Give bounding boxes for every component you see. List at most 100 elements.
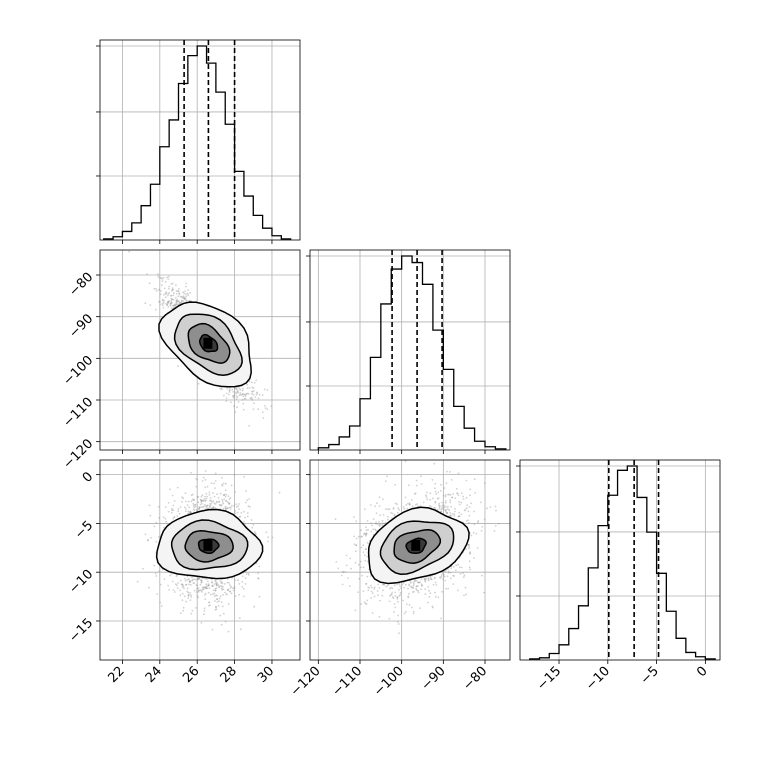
scatter-point bbox=[226, 507, 229, 510]
scatter-point bbox=[203, 594, 206, 596]
scatter-point bbox=[159, 601, 162, 604]
scatter-point bbox=[244, 395, 247, 397]
scatter-point bbox=[175, 303, 178, 305]
scatter-point bbox=[237, 505, 240, 507]
scatter-point bbox=[146, 273, 149, 275]
scatter-point bbox=[176, 587, 179, 589]
scatter-point bbox=[228, 506, 230, 509]
scatter-point bbox=[252, 523, 255, 526]
scatter-point bbox=[175, 303, 178, 306]
scatter-point bbox=[244, 394, 247, 396]
scatter-point bbox=[458, 501, 460, 503]
scatter-point bbox=[261, 394, 264, 396]
scatter-point bbox=[167, 300, 170, 303]
scatter-point bbox=[181, 501, 183, 503]
scatter-point bbox=[236, 389, 239, 392]
scatter-point bbox=[184, 580, 187, 582]
scatter-point bbox=[179, 612, 182, 615]
scatter-point bbox=[203, 613, 205, 616]
scatter-point bbox=[192, 499, 195, 502]
scatter-point bbox=[209, 593, 212, 596]
scatter-point bbox=[184, 510, 187, 512]
scatter-point bbox=[206, 504, 209, 507]
scatter-point bbox=[164, 517, 167, 520]
scatter-point bbox=[170, 302, 172, 305]
scatter-point bbox=[207, 604, 210, 607]
y-tick-label: −15 bbox=[66, 616, 96, 646]
scatter-point bbox=[354, 609, 357, 612]
scatter-point bbox=[156, 593, 159, 595]
scatter-point bbox=[267, 540, 269, 543]
scatter-point bbox=[157, 275, 160, 278]
scatter-point bbox=[185, 293, 188, 295]
scatter-point bbox=[169, 488, 171, 491]
scatter-point bbox=[155, 575, 158, 577]
x-tick-label: 0 bbox=[694, 664, 710, 680]
scatter-point bbox=[184, 290, 187, 293]
scatter-point bbox=[172, 518, 175, 520]
scatter-point bbox=[179, 594, 182, 597]
histogram-step bbox=[317, 255, 507, 450]
scatter-point bbox=[171, 287, 174, 289]
scatter-point bbox=[191, 579, 194, 581]
scatter-point bbox=[222, 502, 225, 505]
scatter-point bbox=[190, 596, 193, 598]
scatter-point bbox=[170, 573, 173, 575]
scatter-point bbox=[238, 508, 240, 511]
scatter-point bbox=[381, 594, 384, 597]
scatter-point bbox=[210, 482, 213, 485]
scatter-point bbox=[213, 592, 216, 595]
scatter-point bbox=[163, 578, 166, 580]
scatter-point bbox=[217, 497, 220, 499]
scatter-point bbox=[237, 401, 240, 403]
scatter-point bbox=[396, 583, 398, 586]
scatter-point bbox=[220, 623, 223, 626]
scatter-point bbox=[397, 600, 399, 603]
scatter-point bbox=[176, 303, 179, 305]
density-peak bbox=[203, 539, 213, 551]
scatter-point bbox=[200, 495, 203, 498]
scatter-point bbox=[394, 606, 397, 609]
scatter-point bbox=[231, 504, 233, 507]
scatter-point bbox=[188, 593, 190, 596]
scatter-point bbox=[189, 599, 192, 601]
scatter-point bbox=[174, 591, 176, 593]
scatter-point bbox=[170, 282, 173, 285]
scatter-point bbox=[255, 379, 258, 382]
scatter-point bbox=[233, 586, 236, 588]
scatter-point bbox=[233, 394, 236, 396]
scatter-point bbox=[239, 628, 242, 631]
x-tick-label: 26 bbox=[180, 664, 202, 686]
scatter-point bbox=[215, 606, 217, 609]
scatter-point bbox=[372, 528, 375, 531]
scatter-point bbox=[204, 479, 207, 481]
scatter-point bbox=[250, 519, 253, 521]
scatter-point bbox=[190, 471, 192, 474]
scatter-point bbox=[391, 512, 394, 515]
scatter-point bbox=[465, 593, 467, 596]
scatter-point bbox=[235, 395, 238, 398]
scatter-point bbox=[245, 490, 248, 492]
scatter-point bbox=[200, 579, 203, 582]
scatter-point bbox=[182, 497, 185, 500]
scatter-point bbox=[228, 584, 231, 587]
scatter-point bbox=[219, 387, 221, 390]
scatter-point bbox=[198, 589, 200, 592]
scatter-point bbox=[219, 595, 222, 598]
scatter-point bbox=[204, 486, 207, 489]
scatter-point bbox=[198, 506, 201, 509]
scatter-point bbox=[193, 504, 196, 506]
scatter-point bbox=[170, 300, 173, 303]
scatter-point bbox=[396, 596, 399, 599]
scatter-point bbox=[242, 402, 245, 405]
x-tick-label: 24 bbox=[143, 664, 165, 686]
scatter-point bbox=[247, 572, 250, 575]
scatter-point bbox=[223, 394, 225, 397]
scatter-point bbox=[239, 393, 242, 396]
scatter-point bbox=[433, 462, 436, 465]
scatter-point bbox=[246, 384, 249, 386]
scatter-point bbox=[219, 614, 222, 617]
panel-hist_p1 bbox=[96, 39, 301, 244]
scatter-point bbox=[173, 516, 176, 518]
scatter-point bbox=[157, 505, 160, 508]
